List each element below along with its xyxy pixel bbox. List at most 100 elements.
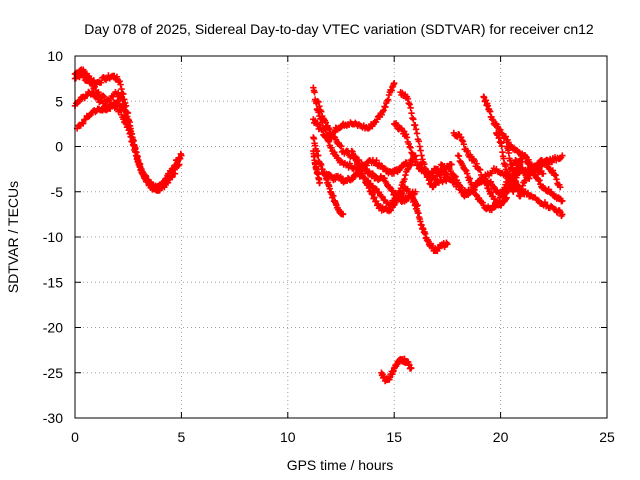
interp-point	[401, 175, 408, 183]
interp-point	[405, 100, 412, 107]
interp-point	[134, 158, 142, 165]
interp-point	[477, 166, 484, 173]
interp-point	[412, 126, 420, 133]
interp-point	[117, 81, 124, 88]
interp-point	[125, 127, 133, 134]
interp-point	[332, 151, 339, 158]
interp-point	[510, 170, 517, 177]
series-arc-b10	[408, 192, 451, 255]
interp-point	[417, 160, 425, 167]
interp-point	[556, 155, 564, 163]
data-point	[559, 152, 566, 159]
interp-point	[82, 92, 90, 100]
data-point	[339, 211, 347, 218]
interp-point	[408, 110, 415, 117]
interp-point	[175, 162, 182, 169]
interp-point	[381, 175, 388, 182]
y-tick-label: -5	[51, 184, 64, 200]
interp-point	[371, 194, 378, 201]
data-point	[365, 125, 372, 132]
interp-point	[119, 96, 126, 103]
x-tick-label: 15	[386, 429, 402, 445]
data-point	[525, 165, 532, 173]
interp-point	[505, 149, 513, 157]
interp-point	[524, 189, 532, 197]
interp-point	[466, 175, 474, 182]
interp-point	[404, 165, 412, 172]
data-point	[178, 152, 185, 159]
interp-point	[132, 152, 140, 159]
interp-point	[394, 194, 401, 202]
interp-point	[429, 168, 437, 176]
interp-point	[408, 159, 416, 166]
interp-point	[552, 172, 559, 179]
interp-point	[407, 104, 414, 112]
interp-point	[384, 97, 391, 105]
interp-point	[457, 133, 465, 141]
interp-point	[97, 79, 105, 86]
y-tick-label: 10	[47, 48, 63, 64]
interp-point	[79, 70, 86, 77]
interp-point	[315, 98, 322, 106]
data-point	[391, 79, 398, 87]
interp-point	[322, 119, 329, 126]
interp-point	[325, 124, 332, 132]
data-point	[410, 152, 417, 159]
interp-point	[459, 138, 467, 145]
interp-point	[418, 152, 425, 159]
grid	[75, 56, 607, 418]
interp-point	[349, 148, 356, 155]
data-point	[539, 170, 547, 177]
interp-point	[140, 171, 147, 178]
y-tick-label: -25	[43, 365, 63, 381]
interp-point	[503, 194, 510, 202]
interp-point	[498, 192, 506, 199]
interp-point	[549, 167, 557, 174]
y-tick-label: 0	[55, 139, 63, 155]
interp-point	[124, 123, 132, 131]
interp-point	[373, 157, 380, 164]
interp-point	[505, 139, 512, 146]
series-arc-b1	[310, 79, 398, 142]
interp-point	[114, 89, 122, 97]
interp-point	[156, 186, 164, 194]
x-axis-label: GPS time / hours	[287, 457, 394, 473]
data-points	[71, 66, 566, 385]
interp-point	[382, 103, 389, 111]
interp-point	[502, 133, 509, 140]
interp-point	[98, 97, 105, 104]
data-point	[116, 78, 123, 85]
interp-point	[495, 197, 503, 204]
y-axis-label: SDTVAR / TECUs	[5, 181, 21, 293]
interp-point	[405, 188, 412, 195]
interp-point	[536, 177, 543, 184]
interp-point	[479, 174, 487, 182]
interp-point	[113, 73, 121, 81]
interp-point	[483, 181, 490, 188]
interp-point	[462, 166, 469, 173]
interp-point	[402, 131, 410, 138]
interp-point	[136, 163, 143, 170]
interp-point	[318, 108, 325, 115]
interp-point	[91, 83, 98, 91]
interp-point	[325, 138, 333, 145]
interp-point	[553, 176, 560, 183]
interp-point	[364, 180, 372, 188]
x-tick-label: 10	[280, 429, 296, 445]
interp-point	[473, 160, 480, 167]
interp-point	[313, 120, 321, 127]
data-point	[444, 241, 451, 248]
data-point	[408, 365, 415, 372]
data-point	[129, 138, 136, 146]
interp-point	[115, 97, 122, 105]
interp-point	[75, 98, 82, 106]
y-tick-label: -10	[43, 229, 63, 245]
interp-point	[86, 113, 93, 120]
data-point	[161, 179, 168, 186]
interp-point	[525, 175, 533, 182]
ticks: 0 5 10 15 20 25 -30 -25 -20 -15 -10 -5 0 5 10	[43, 48, 615, 445]
data-point	[361, 174, 368, 182]
interp-point	[338, 143, 345, 150]
interp-point	[463, 170, 471, 177]
